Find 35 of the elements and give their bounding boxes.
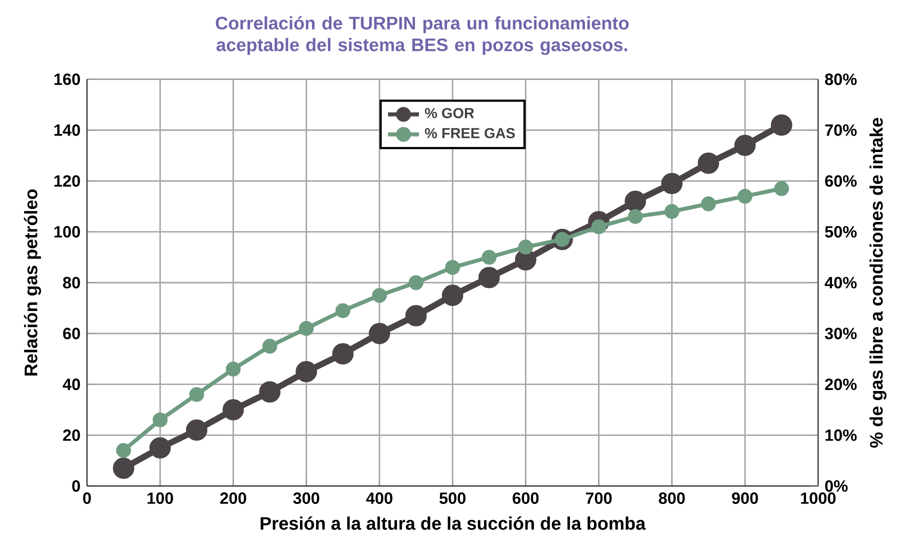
chart-title: Correlación de TURPIN para un funcionamiento aceptable del sistema BES en pozos gaseosos. bbox=[216, 16, 629, 55]
y-tick-label: 160 bbox=[54, 74, 80, 86]
x-tick-label: 300 bbox=[293, 492, 320, 504]
y2-tick-label: 80% bbox=[825, 74, 857, 86]
y-tick-label: 80 bbox=[63, 276, 80, 288]
y-tick-label: 100 bbox=[54, 226, 80, 238]
x-axis-title: Presión a la altura de la succión de la bomba bbox=[260, 516, 646, 530]
y-tick-label: 20 bbox=[63, 429, 80, 441]
y-tick-label: 60 bbox=[63, 328, 80, 340]
x-tick-label: 700 bbox=[586, 492, 612, 504]
y-tick-label: 120 bbox=[54, 175, 80, 187]
legend-label: % GOR bbox=[424, 108, 474, 118]
y2-tick-label: 40% bbox=[824, 276, 857, 288]
x-tick-label: 600 bbox=[512, 492, 539, 504]
x-tick-label: 900 bbox=[732, 492, 758, 504]
x-tick-label: 400 bbox=[366, 492, 392, 504]
y2-tick-label: 30% bbox=[824, 328, 857, 340]
y-tick-label: 40 bbox=[62, 378, 80, 390]
x-tick-label: 0 bbox=[83, 492, 91, 504]
x-tick-label: 500 bbox=[439, 492, 466, 504]
y2-tick-label: 0% bbox=[825, 480, 848, 492]
legend-label: % FREE GAS bbox=[424, 128, 515, 138]
x-tick-label: 1000 bbox=[801, 492, 836, 504]
x-tick-label: 200 bbox=[220, 492, 246, 504]
y2-tick-label: 10% bbox=[826, 429, 857, 441]
y-tick-label: 0 bbox=[72, 480, 80, 492]
y2-tick-label: 20% bbox=[825, 378, 857, 390]
y2-tick-label: 70% bbox=[825, 124, 857, 136]
y-tick-label: 140 bbox=[54, 124, 80, 136]
y2-tick-label: 50% bbox=[825, 226, 857, 238]
y2-axis-title: % de gas libre a condiciones de intake bbox=[870, 118, 886, 448]
x-tick-label: 800 bbox=[658, 492, 685, 504]
y-axis-title: Relación gas petróleo bbox=[24, 189, 42, 376]
y2-tick-label: 60% bbox=[825, 175, 857, 187]
x-tick-label: 100 bbox=[148, 492, 174, 504]
